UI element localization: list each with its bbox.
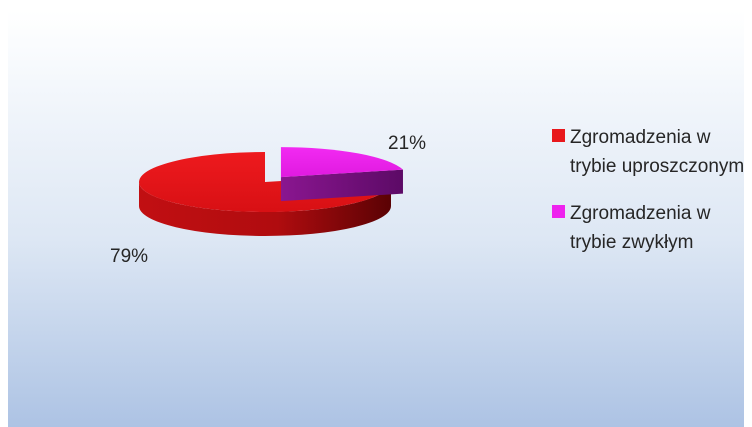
legend-label: Zgromadzenia w trybie zwykłym (570, 203, 711, 253)
legend-swatch-magenta (552, 205, 565, 218)
pie-slice-side-1 (139, 182, 391, 236)
legend-swatch-red (552, 129, 565, 142)
legend: Zgromadzenia w trybie uproszczonym Zgrom… (552, 123, 752, 275)
legend-item-uproszczony: Zgromadzenia w trybie uproszczonym (552, 123, 752, 181)
slice-label-1: 79% (110, 246, 149, 267)
pie-slice-side-2 (280, 169, 403, 202)
pie-slice-2 (280, 147, 403, 178)
slice-label-2: 21% (388, 133, 427, 154)
legend-item-zwykly: Zgromadzenia w trybie zwykłym (552, 199, 752, 257)
legend-label: Zgromadzenia w trybie uproszczonym (570, 127, 745, 177)
